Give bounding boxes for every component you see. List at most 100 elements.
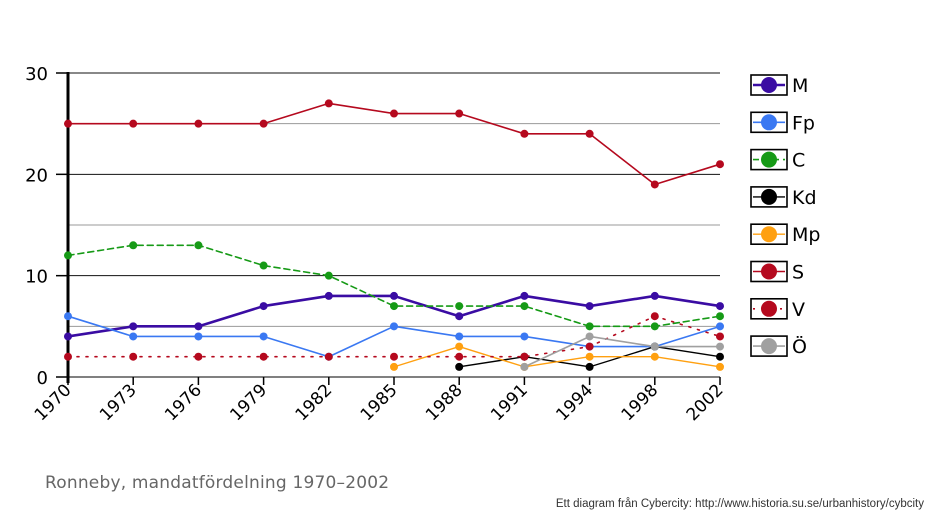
data-point-s-1973 bbox=[129, 119, 138, 128]
data-point-s-1979 bbox=[259, 119, 268, 128]
data-point-s-2002 bbox=[716, 160, 724, 169]
data-point-c-1973 bbox=[129, 241, 138, 250]
series-line-o bbox=[523, 335, 721, 368]
series-line-c bbox=[67, 244, 721, 328]
data-point-s-1982 bbox=[324, 99, 333, 108]
x-tick-label-1991: 1991 bbox=[487, 380, 532, 425]
legend-label-o: Ö bbox=[792, 335, 807, 358]
data-point-s-1970 bbox=[64, 119, 72, 128]
series-line-mp bbox=[393, 345, 721, 368]
data-point-fp-1985 bbox=[390, 322, 398, 331]
x-tick-label-1982: 1982 bbox=[292, 380, 337, 425]
legend-label-m: M bbox=[792, 75, 808, 97]
data-point-m-1991 bbox=[520, 291, 529, 300]
data-point-kd-1994 bbox=[585, 362, 594, 371]
data-point-s-1991 bbox=[520, 129, 529, 138]
y-tick-label-10: 10 bbox=[25, 267, 48, 288]
data-point-kd-1988 bbox=[455, 362, 464, 371]
data-point-v-1973 bbox=[129, 352, 138, 361]
series-line-fp bbox=[67, 315, 721, 358]
data-point-mp-1998 bbox=[650, 352, 659, 361]
x-tick-label-1973: 1973 bbox=[96, 380, 141, 425]
legend-label-fp: Fp bbox=[792, 112, 815, 134]
data-point-fp-1976 bbox=[194, 332, 203, 341]
data-point-fp-1979 bbox=[259, 332, 268, 341]
data-point-c-1994 bbox=[585, 322, 594, 331]
data-point-c-1988 bbox=[455, 302, 464, 311]
legend-marker-kd bbox=[761, 188, 777, 205]
data-point-o-1991 bbox=[520, 362, 529, 371]
data-point-kd-2002 bbox=[716, 352, 724, 361]
data-point-m-1988 bbox=[455, 312, 464, 321]
data-point-m-1976 bbox=[194, 322, 203, 331]
legend-label-v: V bbox=[792, 299, 805, 321]
legend-label-c: C bbox=[792, 150, 805, 172]
legend-label-kd: Kd bbox=[792, 187, 817, 209]
data-point-c-1976 bbox=[194, 241, 203, 250]
data-point-s-1994 bbox=[585, 129, 594, 138]
data-point-v-1979 bbox=[259, 352, 268, 361]
data-point-fp-1973 bbox=[129, 332, 138, 341]
data-point-v-1982 bbox=[324, 352, 333, 361]
data-point-m-1982 bbox=[324, 291, 333, 300]
data-point-v-1994 bbox=[585, 342, 594, 351]
data-point-v-1991 bbox=[520, 352, 529, 361]
x-tick-label-1998: 1998 bbox=[618, 380, 663, 425]
data-point-m-1985 bbox=[390, 291, 398, 300]
data-point-m-1994 bbox=[585, 302, 594, 311]
data-point-m-1973 bbox=[129, 322, 138, 331]
data-point-mp-1988 bbox=[455, 342, 464, 351]
data-point-v-1970 bbox=[64, 352, 72, 361]
data-point-fp-1988 bbox=[455, 332, 464, 341]
data-point-mp-1994 bbox=[585, 352, 594, 361]
data-point-m-1998 bbox=[650, 291, 659, 300]
x-tick-label-1988: 1988 bbox=[422, 380, 467, 425]
data-point-o-2002 bbox=[716, 342, 724, 351]
chart-subtitle: Ronneby, mandatfördelning 1970–2002 bbox=[45, 473, 390, 493]
legend-marker-fp bbox=[761, 114, 777, 131]
data-point-v-1988 bbox=[455, 352, 464, 361]
x-tick-label-1976: 1976 bbox=[161, 380, 206, 425]
y-tick-label-20: 20 bbox=[25, 165, 48, 186]
legend-marker-c bbox=[761, 151, 777, 168]
data-point-mp-1985 bbox=[390, 362, 398, 371]
data-point-s-1998 bbox=[650, 180, 659, 189]
data-point-fp-2002 bbox=[716, 322, 724, 331]
legend-marker-mp bbox=[761, 226, 777, 243]
data-point-v-1985 bbox=[390, 352, 398, 361]
data-point-v-1976 bbox=[194, 352, 203, 361]
y-tick-label-30: 30 bbox=[25, 64, 48, 85]
data-point-fp-1970 bbox=[64, 312, 72, 321]
data-point-s-1976 bbox=[194, 119, 203, 128]
y-tick-label-0: 0 bbox=[37, 368, 48, 389]
legend-marker-s bbox=[761, 263, 777, 280]
data-point-c-1985 bbox=[390, 302, 398, 311]
legend-label-mp: Mp bbox=[792, 224, 820, 246]
legend-label-s: S bbox=[792, 262, 804, 284]
x-tick-label-1994: 1994 bbox=[552, 380, 597, 425]
data-point-mp-2002 bbox=[716, 362, 724, 371]
data-point-m-2002 bbox=[716, 302, 724, 311]
data-point-c-1998 bbox=[650, 322, 659, 331]
legend-marker-v bbox=[761, 300, 777, 317]
source-credit: Ett diagram från Cybercity: http://www.h… bbox=[555, 498, 924, 510]
x-tick-label-2002: 2002 bbox=[683, 380, 728, 425]
data-point-m-1970 bbox=[64, 332, 72, 341]
data-point-c-1982 bbox=[324, 271, 333, 280]
data-point-v-1998 bbox=[650, 312, 659, 321]
legend-marker-o bbox=[761, 338, 777, 355]
x-tick-label-1985: 1985 bbox=[357, 380, 402, 425]
data-point-o-1998 bbox=[650, 342, 659, 351]
data-point-m-1979 bbox=[259, 302, 268, 311]
data-point-c-1979 bbox=[259, 261, 268, 270]
data-point-c-1970 bbox=[64, 251, 72, 260]
data-point-s-1988 bbox=[455, 109, 464, 118]
data-point-o-1994 bbox=[585, 332, 594, 341]
data-point-c-2002 bbox=[716, 312, 724, 321]
data-point-s-1985 bbox=[390, 109, 398, 118]
data-point-c-1991 bbox=[520, 302, 529, 311]
x-tick-label-1979: 1979 bbox=[226, 380, 271, 425]
data-point-v-2002 bbox=[716, 332, 724, 341]
legend-marker-m bbox=[761, 77, 777, 93]
